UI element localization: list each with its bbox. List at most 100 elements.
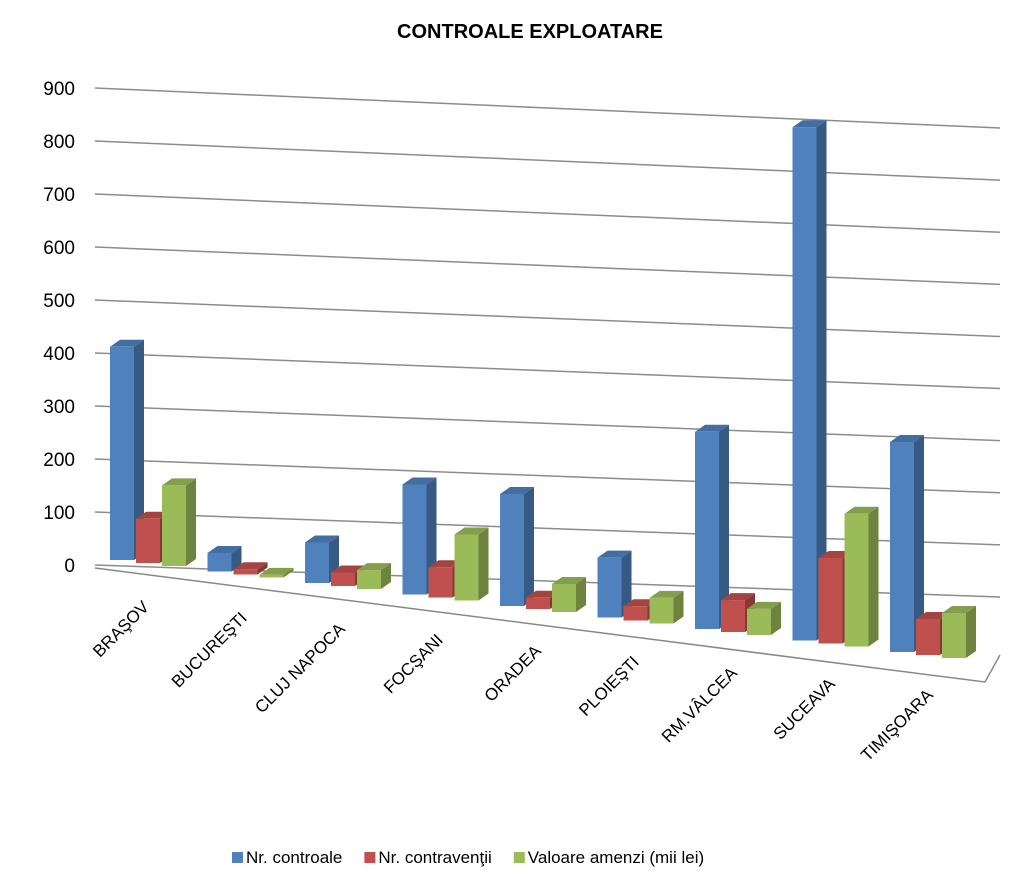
- bar-front: [110, 346, 134, 560]
- floor: [94, 567, 1001, 683]
- bar-side: [381, 563, 391, 589]
- grid-line: [94, 246, 1001, 286]
- bar-front: [890, 442, 914, 652]
- bar-top: [792, 120, 827, 128]
- bar-side: [914, 435, 924, 652]
- grid-line: [94, 193, 1001, 233]
- bar-top: [942, 606, 976, 613]
- bar-top: [526, 590, 560, 598]
- x-tick-label: CLUJ NAPOCA: [251, 619, 349, 717]
- bar-side: [771, 601, 781, 635]
- bar-top: [623, 599, 658, 607]
- bar-top: [500, 487, 534, 494]
- y-tick-label: 800: [43, 132, 75, 153]
- grid-line: [94, 299, 1001, 338]
- x-tick-label: ORADEA: [481, 641, 546, 706]
- grid-line: [94, 405, 1001, 442]
- bar-top: [721, 593, 755, 601]
- bar-top: [305, 535, 339, 543]
- bar: [259, 567, 294, 578]
- bars: [110, 120, 976, 658]
- bar-side: [673, 590, 684, 624]
- bar-front: [331, 572, 355, 586]
- y-tick-label: 400: [43, 344, 75, 365]
- bar: [162, 478, 196, 566]
- legend: Nr. controale Nr. contravenţii Valoare ame…: [232, 848, 704, 867]
- bar-front: [305, 542, 329, 583]
- bar: [207, 545, 242, 572]
- x-tick-label: PLOIEŞTI: [575, 652, 643, 720]
- bar: [695, 424, 729, 629]
- bar: [357, 563, 391, 589]
- x-tick-label: TIMIŞOARA: [857, 685, 937, 765]
- bar-side: [524, 487, 534, 606]
- bar-top: [454, 527, 489, 535]
- bar: [454, 527, 489, 601]
- bar: [942, 606, 976, 658]
- bar-front: [695, 431, 719, 629]
- chart-title: CONTROALE EXPLOATARE: [397, 21, 663, 43]
- bar-front: [428, 567, 453, 598]
- bar-front: [792, 127, 817, 641]
- bar-side: [576, 577, 586, 612]
- bar-side: [719, 424, 729, 629]
- bar-side: [868, 506, 879, 647]
- bar-top: [331, 565, 365, 573]
- bar-side: [621, 550, 632, 618]
- grid: 0 100 200 300 400 500 600 700 800 900: [43, 79, 1001, 598]
- bar-front: [721, 600, 745, 632]
- bar-top: [818, 550, 853, 558]
- y-tick-label: 900: [43, 79, 75, 100]
- x-tick-label: BRAŞOV: [89, 597, 153, 661]
- y-tick-label: 100: [43, 503, 75, 524]
- bar-front: [844, 513, 869, 647]
- legend-swatch: [513, 852, 525, 863]
- bar-side: [283, 567, 294, 578]
- y-tick-label: 0: [64, 556, 75, 577]
- bar-top: [207, 545, 242, 553]
- bar-side: [478, 527, 489, 601]
- legend-label: Nr. controale: [246, 848, 342, 867]
- bar-top: [747, 601, 781, 609]
- bar: [552, 577, 586, 612]
- y-tick-label: 700: [43, 185, 75, 206]
- bar-top: [110, 339, 144, 347]
- bar: [844, 506, 879, 647]
- bar-side: [231, 545, 242, 572]
- bar-front: [259, 574, 284, 578]
- legend-swatch: [232, 852, 243, 863]
- grid-line: [94, 140, 1001, 181]
- bar-front: [454, 534, 479, 601]
- bar-front: [649, 597, 674, 624]
- bar-front: [552, 584, 576, 612]
- bar: [233, 562, 268, 575]
- bar-top: [136, 511, 170, 519]
- legend-label: Valoare amenzi (mii lei): [528, 848, 704, 867]
- bar: [305, 535, 339, 583]
- x-tick-label: RM.VÂLCEA: [658, 663, 741, 746]
- bar: [747, 601, 781, 635]
- bar-top: [259, 567, 294, 575]
- bar-top: [916, 612, 950, 619]
- y-tick-label: 600: [43, 238, 75, 259]
- bar-front: [207, 552, 232, 572]
- bar-top: [162, 478, 196, 486]
- legend-label: Nr. contravenţii: [378, 848, 491, 867]
- bar-front: [500, 494, 524, 606]
- bar-top: [649, 590, 684, 598]
- bar-front: [916, 619, 940, 655]
- bar-top: [890, 435, 924, 442]
- bar: [792, 120, 827, 641]
- bar-top: [402, 477, 437, 485]
- y-tick-label: 300: [43, 397, 75, 418]
- bar-side: [966, 606, 976, 658]
- bar-front: [818, 557, 843, 644]
- bar-side: [134, 339, 144, 560]
- bar-front: [942, 613, 966, 658]
- bar-side: [257, 562, 268, 575]
- bar: [500, 487, 534, 606]
- bar-top: [597, 550, 632, 558]
- bar: [890, 435, 924, 652]
- grid-line: [94, 352, 1001, 390]
